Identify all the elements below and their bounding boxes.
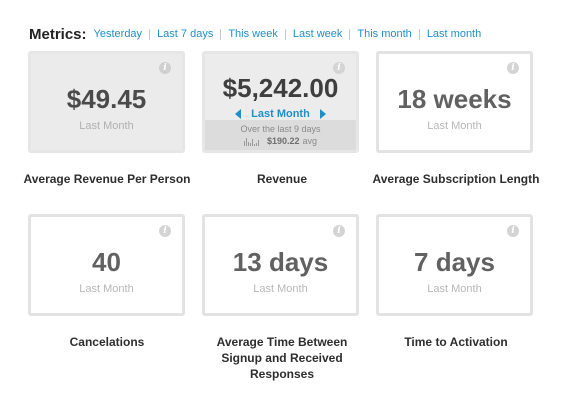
info-icon[interactable]: i [507, 225, 519, 237]
info-icon[interactable]: i [333, 62, 345, 74]
divider [220, 28, 222, 40]
metric-value: $5,242.00 [222, 73, 339, 103]
range-link-last-7-days[interactable]: Last 7 days [157, 28, 214, 40]
metric-card-cancelations[interactable]: i 40 Last Month [28, 214, 185, 316]
metric-caption: Average Time Between Signup and Received… [216, 335, 348, 381]
metric-period: Last Month [253, 283, 308, 295]
info-icon[interactable]: i [159, 62, 171, 74]
metric-period: Last Month [427, 283, 482, 295]
metrics-label: Metrics: [29, 25, 87, 43]
metric-value: $49.45 [66, 84, 147, 114]
info-icon[interactable]: i [333, 225, 345, 237]
divider [349, 28, 351, 40]
metric-caption: Revenue [256, 172, 308, 186]
previous-period-arrow-icon[interactable] [235, 109, 242, 119]
divider [418, 28, 420, 40]
metric-caption: Average Subscription Length [372, 172, 540, 186]
average-row: $190.22 avg [205, 136, 356, 146]
metric-card-revenue[interactable]: i $5,242.00 Last Month Over the last 9 d… [202, 51, 359, 153]
metric-value: 40 [92, 247, 121, 277]
info-icon[interactable]: i [507, 62, 519, 74]
metric-period: Last Month [427, 120, 482, 132]
divider [284, 28, 286, 40]
period-selector[interactable]: Last Month [251, 108, 310, 120]
range-link-last-month[interactable]: Last month [426, 28, 482, 40]
revenue-detail-panel: Over the last 9 days $190.22 avg [205, 120, 356, 150]
next-period-arrow-icon[interactable] [319, 109, 326, 119]
info-icon[interactable]: i [159, 225, 171, 237]
detail-range-text: Over the last 9 days [240, 124, 321, 134]
range-link-last-week[interactable]: Last week [292, 28, 343, 40]
metric-value: 13 days [232, 247, 329, 277]
metric-card-average-time-between-signup-and-responses[interactable]: i 13 days Last Month [202, 214, 359, 316]
average-value: $190.22 [266, 136, 300, 146]
metric-period: Last Month [79, 283, 134, 295]
range-link-yesterday[interactable]: Yesterday [93, 28, 143, 40]
period-navigator: Last Month [205, 106, 356, 122]
range-link-this-week[interactable]: This week [228, 28, 278, 40]
metric-caption: Average Revenue Per Person [23, 172, 191, 186]
divider [149, 28, 151, 40]
metric-caption: Cancelations [69, 335, 145, 349]
metric-card-time-to-activation[interactable]: i 7 days Last Month [376, 214, 533, 316]
metric-value: 7 days [414, 247, 495, 277]
sparkline-icon [243, 137, 259, 146]
metrics-header: Metrics: Yesterday Last 7 days This week… [29, 24, 481, 44]
metric-card-average-revenue-per-person[interactable]: i $49.45 Last Month [28, 51, 185, 153]
metric-caption: Time to Activation [404, 335, 508, 349]
average-label: avg [302, 136, 318, 146]
metric-period: Last Month [79, 120, 134, 132]
metric-value: 18 weeks [397, 84, 512, 114]
range-link-this-month[interactable]: This month [357, 28, 412, 40]
metric-card-average-subscription-length[interactable]: i 18 weeks Last Month [376, 51, 533, 153]
